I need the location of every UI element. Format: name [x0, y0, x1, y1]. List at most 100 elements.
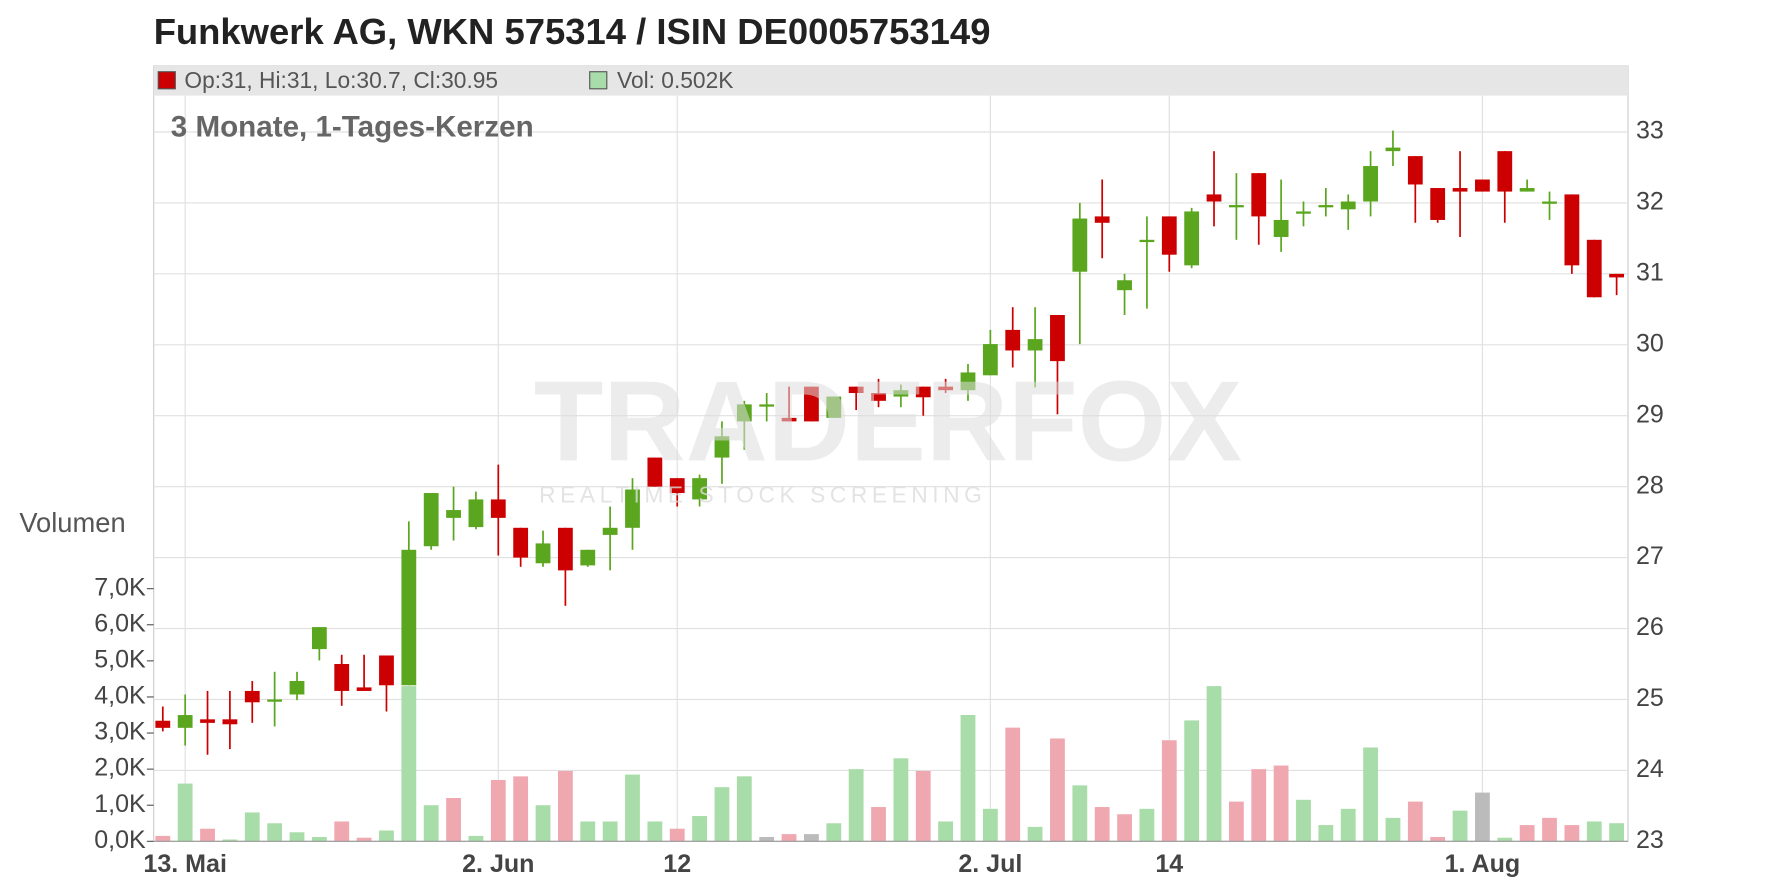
y-tick-label: 30	[1636, 329, 1664, 357]
volume-bar	[1475, 792, 1490, 842]
volume-bar	[1564, 825, 1580, 842]
volume-bar	[804, 834, 819, 842]
candle-body	[1497, 151, 1513, 192]
candle-body	[1117, 280, 1132, 291]
candle-body	[1296, 211, 1311, 214]
candle-body	[356, 687, 372, 691]
candle-body	[379, 655, 394, 686]
volume-bar	[1228, 801, 1244, 842]
y2-tick-label: 1,0K	[94, 790, 146, 818]
volume-bar	[311, 836, 327, 842]
volume-bar	[1094, 807, 1110, 842]
volume-bar	[1005, 727, 1021, 842]
candle-body	[1273, 219, 1289, 237]
candle-body	[669, 478, 685, 494]
x-tick-label: 1. Aug	[1445, 850, 1521, 878]
volume-bar	[468, 835, 484, 842]
y-tick-label: 25	[1636, 684, 1664, 712]
y2-tick-label: 4,0K	[94, 682, 146, 710]
volume-bar	[379, 830, 394, 842]
candle-body	[1586, 239, 1602, 298]
volume-bar	[1296, 799, 1311, 842]
candle-body	[1161, 216, 1177, 255]
volume-bar	[356, 837, 372, 842]
candle-body	[781, 417, 797, 422]
volume-bar	[1117, 814, 1132, 842]
candle-body	[222, 719, 238, 725]
candle-body	[759, 404, 775, 407]
y-tick-label: 31	[1636, 258, 1664, 286]
y2-tick-label: 3,0K	[94, 718, 146, 746]
volume-bar	[155, 835, 171, 842]
candle-body	[915, 386, 931, 398]
candle-body	[736, 404, 752, 422]
volume-bar	[1430, 836, 1446, 842]
x-tick-label: 2. Jun	[462, 850, 534, 878]
y2-tick-label: 0,0K	[94, 826, 146, 854]
volume-bar	[1385, 817, 1401, 842]
x-tick-label: 2. Jul	[958, 850, 1022, 878]
volume-bar	[289, 832, 305, 842]
volume-bar	[513, 776, 529, 842]
y2-tick-label: 5,0K	[94, 645, 146, 673]
volume-bar	[625, 774, 640, 842]
y-tick-label: 32	[1636, 188, 1664, 216]
volume-bar	[490, 779, 506, 842]
candle-body	[513, 527, 529, 558]
volume-bar	[1586, 821, 1602, 842]
candle-body	[982, 344, 998, 376]
volume-bar	[334, 821, 350, 842]
candle-body	[714, 436, 730, 458]
candle-body	[647, 457, 663, 487]
volume-bar	[1027, 826, 1043, 842]
volume-bar	[669, 828, 685, 842]
candle-body	[1072, 218, 1088, 272]
volume-bar	[580, 821, 596, 842]
y-tick-label: 29	[1636, 400, 1664, 428]
volume-bar	[267, 823, 283, 842]
volume-bar	[982, 808, 998, 842]
candle-body	[1407, 156, 1423, 185]
candle-body	[1542, 201, 1557, 204]
x-tick-label: 12	[663, 850, 691, 878]
candle-body	[1184, 211, 1200, 266]
candle-body	[871, 393, 886, 401]
volume-bar	[781, 834, 797, 842]
candle-body	[580, 549, 596, 566]
candle-body	[1050, 315, 1065, 362]
candle-body	[1609, 273, 1625, 278]
volume-bar	[893, 758, 909, 842]
candle-body	[535, 543, 551, 564]
volume-bar	[960, 714, 976, 842]
y-tick-label: 28	[1636, 471, 1664, 499]
chart-title: Funkwerk AG, WKN 575314 / ISIN DE0005753…	[154, 11, 991, 52]
volume-bar	[759, 836, 775, 842]
volume-bar	[938, 821, 954, 842]
volume-bar	[1542, 817, 1557, 842]
candle-body	[557, 527, 573, 571]
volume-bar	[1273, 765, 1289, 842]
candle-body	[1363, 166, 1378, 202]
volume-bar	[1206, 686, 1222, 842]
candle-body	[1005, 329, 1021, 351]
candle-body	[177, 715, 193, 728]
candle-body	[289, 681, 305, 695]
volume-bar	[557, 770, 573, 842]
x-tick-label: 14	[1155, 850, 1183, 878]
candle-body	[938, 386, 954, 391]
watermark-sub: REALTIME STOCK SCREENING	[539, 481, 986, 507]
legend-swatch	[589, 71, 608, 90]
candle-body	[1452, 188, 1468, 192]
volume-bar	[535, 805, 551, 842]
volume-bar	[1363, 747, 1378, 842]
candle-body	[1206, 194, 1222, 202]
volume-bar	[1161, 740, 1177, 842]
legend-bar	[153, 66, 1629, 96]
volume-bar	[1407, 801, 1423, 842]
candle-body	[1027, 339, 1043, 351]
candle-body	[826, 396, 842, 418]
candle-body	[1318, 205, 1334, 208]
volume-bar	[602, 821, 618, 842]
